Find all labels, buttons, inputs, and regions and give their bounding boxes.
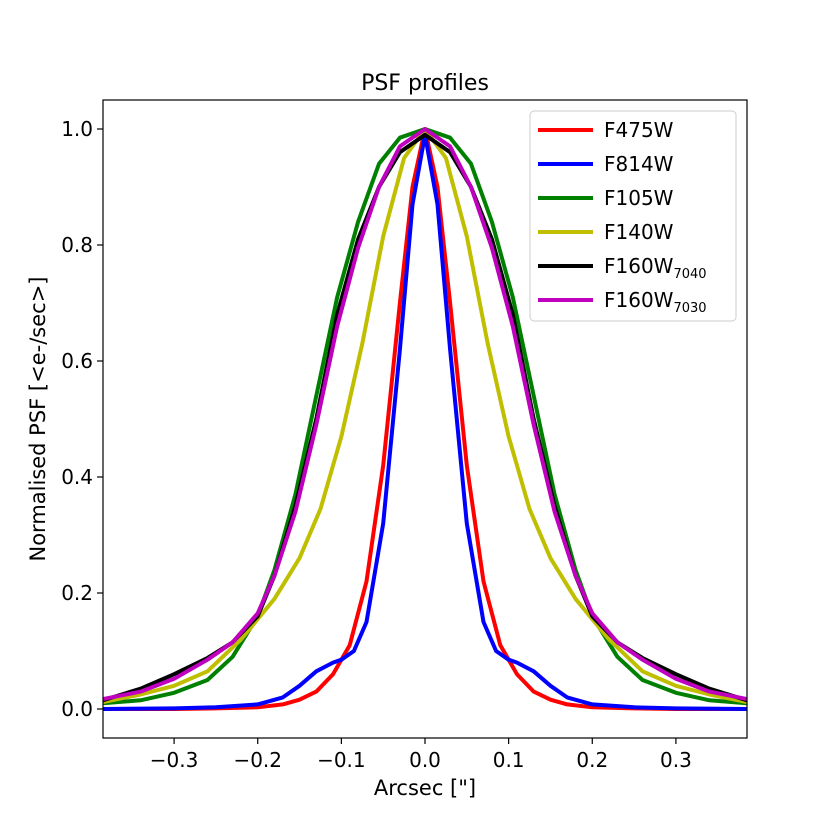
- series-line-f160w7030: [102, 127, 748, 702]
- y-axis-label: Normalised PSF [<e-/sec>]: [26, 277, 50, 562]
- legend-label-main: F160W: [604, 254, 674, 278]
- x-axis: −0.3 −0.2 −0.1 0.0 0.1 0.2 0.3: [150, 738, 692, 772]
- x-tick-label: −0.1: [317, 748, 366, 772]
- legend-label-f140w: F140W: [604, 220, 674, 244]
- legend-label-subscript: 7040: [673, 267, 706, 282]
- y-tick-label: 0.6: [61, 349, 93, 373]
- legend-label-f105w: F105W: [604, 186, 674, 210]
- x-tick-label: 0.0: [409, 748, 441, 772]
- legend-label-main: F140W: [604, 220, 674, 244]
- legend-label-f814w: F814W: [604, 152, 674, 176]
- legend-label-subscript: 7030: [673, 301, 706, 316]
- x-tick-label: 0.3: [660, 748, 692, 772]
- y-tick-label: 1.0: [61, 117, 93, 141]
- x-axis-label: Arcsec ["]: [374, 776, 476, 800]
- y-axis: 0.0 0.2 0.4 0.6 0.8 1.0: [61, 117, 103, 721]
- y-tick-label: 0.4: [61, 465, 93, 489]
- x-tick-label: −0.2: [233, 748, 282, 772]
- plot-frame: [102, 99, 748, 739]
- series-layer: [102, 127, 748, 711]
- y-tick-label: 0.0: [61, 697, 93, 721]
- legend-label-main: F475W: [604, 118, 674, 142]
- x-tick-label: −0.3: [150, 748, 199, 772]
- legend-label-f160w7030: F160W7030: [604, 288, 707, 316]
- x-tick-label: 0.2: [576, 748, 608, 772]
- legend-label-f160w7040: F160W7040: [604, 254, 707, 282]
- legend-label-main: F814W: [604, 152, 674, 176]
- legend-label-main: F160W: [604, 288, 674, 312]
- legend-label-f475w: F475W: [604, 118, 674, 142]
- x-tick-label: 0.1: [493, 748, 525, 772]
- chart-title: PSF profiles: [361, 71, 489, 96]
- y-tick-label: 0.2: [61, 581, 93, 605]
- legend-label-main: F105W: [604, 186, 674, 210]
- y-tick-label: 0.8: [61, 233, 93, 257]
